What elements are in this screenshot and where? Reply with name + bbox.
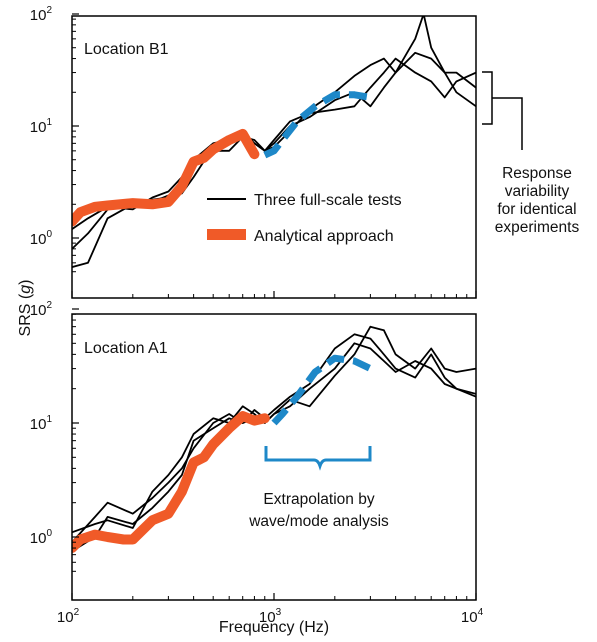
- series-group-top: [72, 16, 476, 268]
- test-series-1: [72, 333, 476, 544]
- series-group-bottom: [72, 325, 476, 553]
- y-tick-label: 100: [30, 528, 53, 547]
- plot-frame-top: [71, 15, 477, 299]
- legend-label-analytical: Analytical approach: [254, 228, 394, 245]
- y-tick-label: 102: [30, 5, 53, 24]
- extrapolation-series: [263, 91, 371, 159]
- x-tick-label: 104: [461, 607, 484, 626]
- panel-title-bottom: Location A1: [84, 340, 168, 357]
- variability-note-line-3: for identical: [497, 201, 576, 218]
- x-axis-label: Frequency (Hz): [219, 619, 329, 636]
- variability-note-line-1: Response: [502, 165, 572, 182]
- y-axis-label: SRS (g): [17, 280, 34, 337]
- variability-note-line-2: variability: [505, 183, 570, 200]
- legend: Three full-scale tests Analytical approa…: [207, 192, 402, 245]
- extrapolation-note-line-2: wave/mode analysis: [248, 513, 389, 530]
- extrapolation-note-line-1: Extrapolation by: [263, 491, 374, 508]
- legend-label-tests: Three full-scale tests: [254, 192, 402, 209]
- variability-bracket: [482, 71, 523, 150]
- y-tick-label: 101: [30, 117, 53, 136]
- y-tick-label: 100: [30, 229, 53, 248]
- panel-title-top: Location B1: [84, 41, 169, 58]
- legend-swatch-analytical: [207, 229, 246, 240]
- analytical-series: [72, 411, 270, 553]
- analytical-series: [72, 128, 260, 227]
- extrapolation-series: [271, 354, 372, 426]
- extrapolation-brace: [264, 446, 372, 471]
- y-tick-label: 101: [30, 414, 53, 433]
- chart-panel-top: 100 101 102 Location B1 Three full-scale t…: [30, 5, 477, 299]
- x-tick-label: 102: [57, 607, 80, 626]
- test-series-3: [72, 57, 476, 230]
- variability-note-line-4: experiments: [495, 219, 580, 236]
